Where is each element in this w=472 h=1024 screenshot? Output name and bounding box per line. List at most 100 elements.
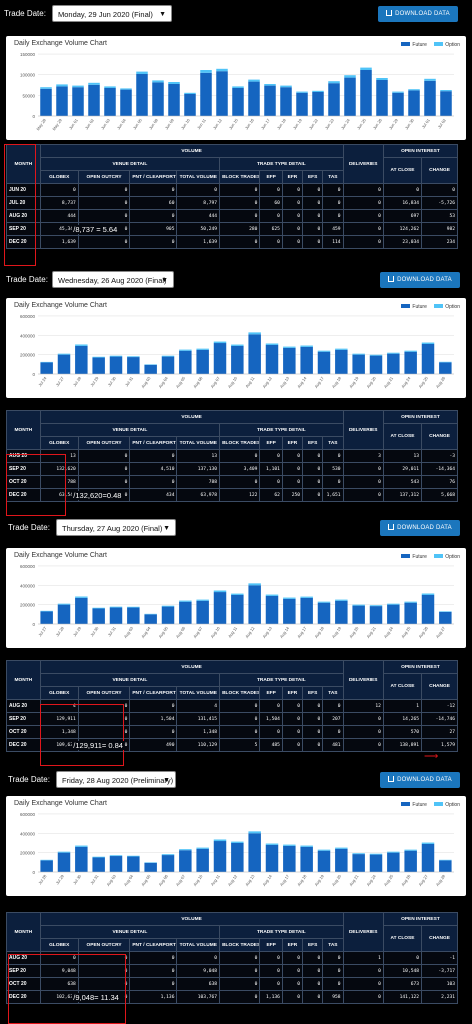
download-data-button[interactable]: DOWNLOAD DATA <box>380 772 460 788</box>
bar-future[interactable] <box>127 357 140 374</box>
bar-future[interactable] <box>300 346 313 374</box>
bar-future[interactable] <box>421 344 435 374</box>
bar-option[interactable] <box>439 611 452 612</box>
bar-option[interactable] <box>213 341 227 344</box>
bar-option[interactable] <box>127 606 140 608</box>
bar-option[interactable] <box>439 361 452 363</box>
bar-future[interactable] <box>392 92 404 116</box>
bar-option[interactable] <box>283 844 296 846</box>
bar-future[interactable] <box>216 71 228 116</box>
bar-future[interactable] <box>300 846 313 872</box>
bar-future[interactable] <box>75 846 88 872</box>
bar-future[interactable] <box>127 607 140 624</box>
trade-date-select[interactable]: Wednesday, 26 Aug 2020 (Final) ▼ <box>52 271 174 288</box>
bar-option[interactable] <box>440 90 452 92</box>
trade-date-select[interactable]: Monday, 29 Jun 2020 (Final) ▼ <box>52 5 172 22</box>
bar-future[interactable] <box>213 841 227 872</box>
bar-future[interactable] <box>179 850 192 872</box>
bar-option[interactable] <box>92 856 105 858</box>
bar-option[interactable] <box>335 599 348 601</box>
bar-option[interactable] <box>312 90 324 92</box>
bar-option[interactable] <box>369 605 383 607</box>
bar-option[interactable] <box>231 344 244 346</box>
bar-option[interactable] <box>408 89 420 91</box>
bar-option[interactable] <box>404 601 417 603</box>
bar-future[interactable] <box>213 592 227 624</box>
bar-option[interactable] <box>248 583 261 586</box>
bar-future[interactable] <box>109 856 123 872</box>
bar-option[interactable] <box>104 86 116 88</box>
bar-future[interactable] <box>104 88 116 116</box>
bar-option[interactable] <box>40 859 53 861</box>
bar-option[interactable] <box>317 601 331 603</box>
bar-option[interactable] <box>300 596 313 598</box>
bar-future[interactable] <box>344 77 356 116</box>
bar-future[interactable] <box>231 594 244 624</box>
bar-future[interactable] <box>387 852 400 872</box>
bar-future[interactable] <box>300 597 313 624</box>
bar-future[interactable] <box>109 356 123 374</box>
bar-option[interactable] <box>344 75 356 78</box>
bar-option[interactable] <box>300 845 313 847</box>
bar-future[interactable] <box>231 842 244 872</box>
bar-future[interactable] <box>317 850 331 872</box>
bar-future[interactable] <box>184 94 196 116</box>
bar-future[interactable] <box>152 82 164 116</box>
bar-option[interactable] <box>109 355 123 357</box>
bar-future[interactable] <box>369 606 383 624</box>
bar-future[interactable] <box>283 347 296 374</box>
bar-option[interactable] <box>369 354 383 356</box>
bar-future[interactable] <box>439 611 452 624</box>
bar-future[interactable] <box>196 848 209 872</box>
bar-option[interactable] <box>216 68 228 72</box>
bar-future[interactable] <box>75 345 88 374</box>
bar-option[interactable] <box>179 849 192 851</box>
bar-option[interactable] <box>184 92 196 94</box>
bar-option[interactable] <box>40 610 53 612</box>
bar-option[interactable] <box>168 82 180 84</box>
bar-option[interactable] <box>280 85 292 88</box>
bar-option[interactable] <box>265 343 279 345</box>
bar-future[interactable] <box>40 860 53 872</box>
bar-future[interactable] <box>424 80 436 116</box>
bar-future[interactable] <box>248 334 261 374</box>
bar-future[interactable] <box>72 87 84 116</box>
bar-future[interactable] <box>231 345 244 374</box>
bar-future[interactable] <box>196 600 209 624</box>
bar-future[interactable] <box>196 349 209 374</box>
bar-future[interactable] <box>120 89 132 116</box>
bar-future[interactable] <box>369 854 383 872</box>
bar-future[interactable] <box>328 83 340 116</box>
bar-option[interactable] <box>387 352 400 354</box>
bar-option[interactable] <box>376 78 388 80</box>
bar-future[interactable] <box>40 362 53 374</box>
bar-option[interactable] <box>265 594 279 596</box>
bar-future[interactable] <box>265 595 279 624</box>
bar-option[interactable] <box>75 845 88 847</box>
bar-future[interactable] <box>265 844 279 872</box>
bar-future[interactable] <box>88 84 100 116</box>
bar-future[interactable] <box>335 848 348 872</box>
bar-option[interactable] <box>421 842 435 844</box>
bar-option[interactable] <box>369 853 383 855</box>
bar-future[interactable] <box>404 602 417 624</box>
bar-future[interactable] <box>404 351 417 374</box>
bar-option[interactable] <box>200 70 212 73</box>
bar-option[interactable] <box>248 332 261 335</box>
bar-future[interactable] <box>213 343 227 374</box>
bar-future[interactable] <box>360 70 372 116</box>
bar-option[interactable] <box>421 593 435 595</box>
bar-option[interactable] <box>352 604 365 606</box>
bar-option[interactable] <box>404 350 417 352</box>
bar-option[interactable] <box>196 348 209 350</box>
bar-future[interactable] <box>283 845 296 872</box>
bar-future[interactable] <box>248 585 261 624</box>
bar-option[interactable] <box>232 86 244 88</box>
bar-option[interactable] <box>421 342 435 344</box>
bar-option[interactable] <box>109 606 123 608</box>
download-data-button[interactable]: DOWNLOAD DATA <box>380 520 460 536</box>
bar-future[interactable] <box>387 353 400 374</box>
bar-option[interactable] <box>439 859 452 861</box>
bar-option[interactable] <box>392 91 404 93</box>
download-data-button[interactable]: DOWNLOAD DATA <box>380 272 460 288</box>
